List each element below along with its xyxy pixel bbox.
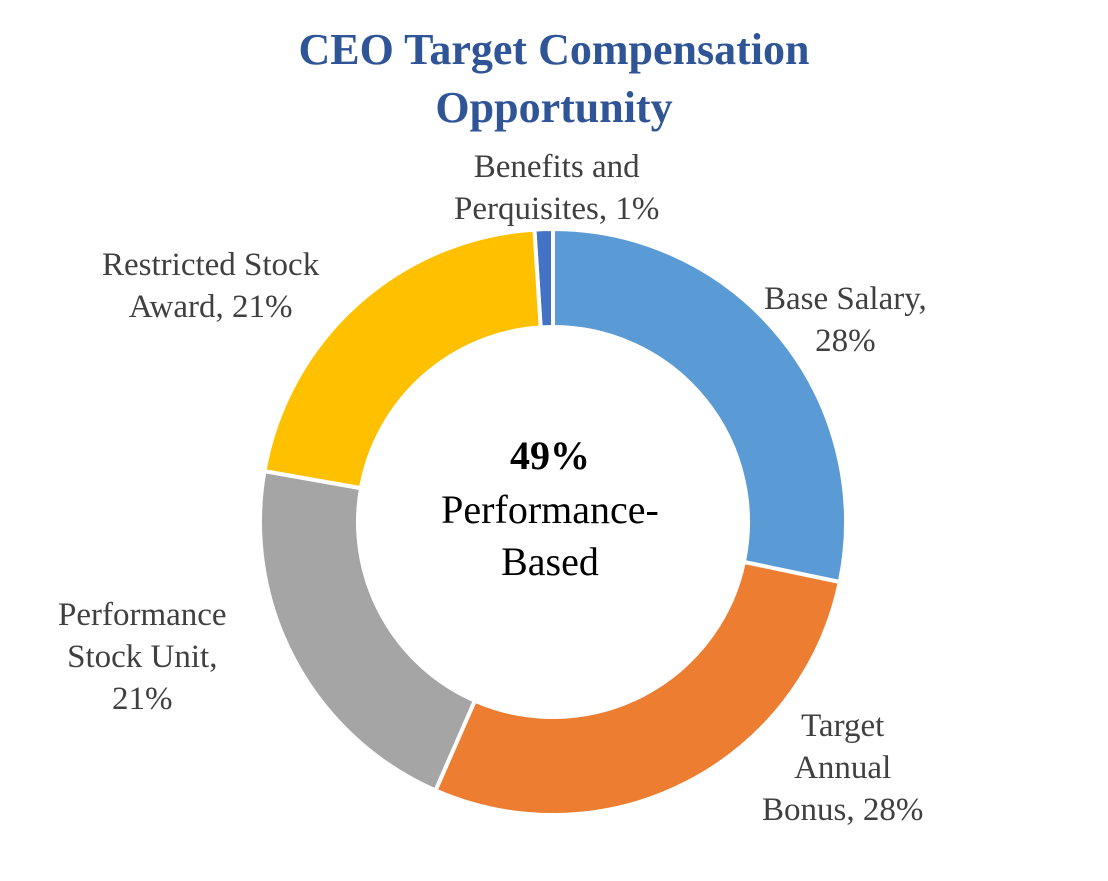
slice-label-base-salary-line-2: 28%	[815, 323, 876, 359]
slice-label-bonus-line-1: Target	[801, 708, 885, 744]
center-percent: 49%	[510, 433, 590, 478]
center-text-line-2: Based	[501, 539, 599, 584]
slice-label-base-salary: Base Salary, 28%	[764, 278, 927, 362]
slice-label-benefits-line-1: Benefits and	[473, 149, 640, 185]
slice-label-target-annual-bonus: Target Annual Bonus, 28%	[762, 705, 923, 831]
donut-slice-target-annual-bonus	[432, 559, 843, 817]
slice-label-psu-line-1: Performance	[58, 597, 227, 633]
slice-label-rsa-line-2: Award, 21%	[128, 289, 293, 325]
slice-label-restricted-stock-award: Restricted Stock Award, 21%	[102, 244, 319, 328]
donut-slice-performance-stock-unit	[258, 468, 478, 794]
slice-label-benefits-line-2: Perquisites, 1%	[454, 191, 660, 227]
slice-label-bonus-line-3: Bonus, 28%	[762, 792, 924, 828]
chart-title-line-2: Opportunity	[435, 83, 673, 132]
slice-label-base-salary-line-1: Base Salary,	[764, 281, 927, 317]
donut-slice-restricted-stock-award	[262, 227, 543, 491]
slice-label-rsa-line-1: Restricted Stock	[102, 247, 320, 283]
donut-slice-base-salary	[551, 226, 848, 585]
center-text-line-1: Performance-	[441, 487, 659, 532]
slice-label-psu-line-3: 21%	[112, 681, 173, 717]
slice-label-psu-line-2: Stock Unit,	[67, 639, 218, 675]
slice-label-bonus-line-2: Annual	[794, 750, 892, 786]
chart-title-line-1: CEO Target Compensation	[298, 25, 810, 74]
slice-label-benefits: Benefits and Perquisites, 1%	[454, 146, 659, 230]
slice-label-performance-stock-unit: Performance Stock Unit, 21%	[58, 594, 227, 720]
